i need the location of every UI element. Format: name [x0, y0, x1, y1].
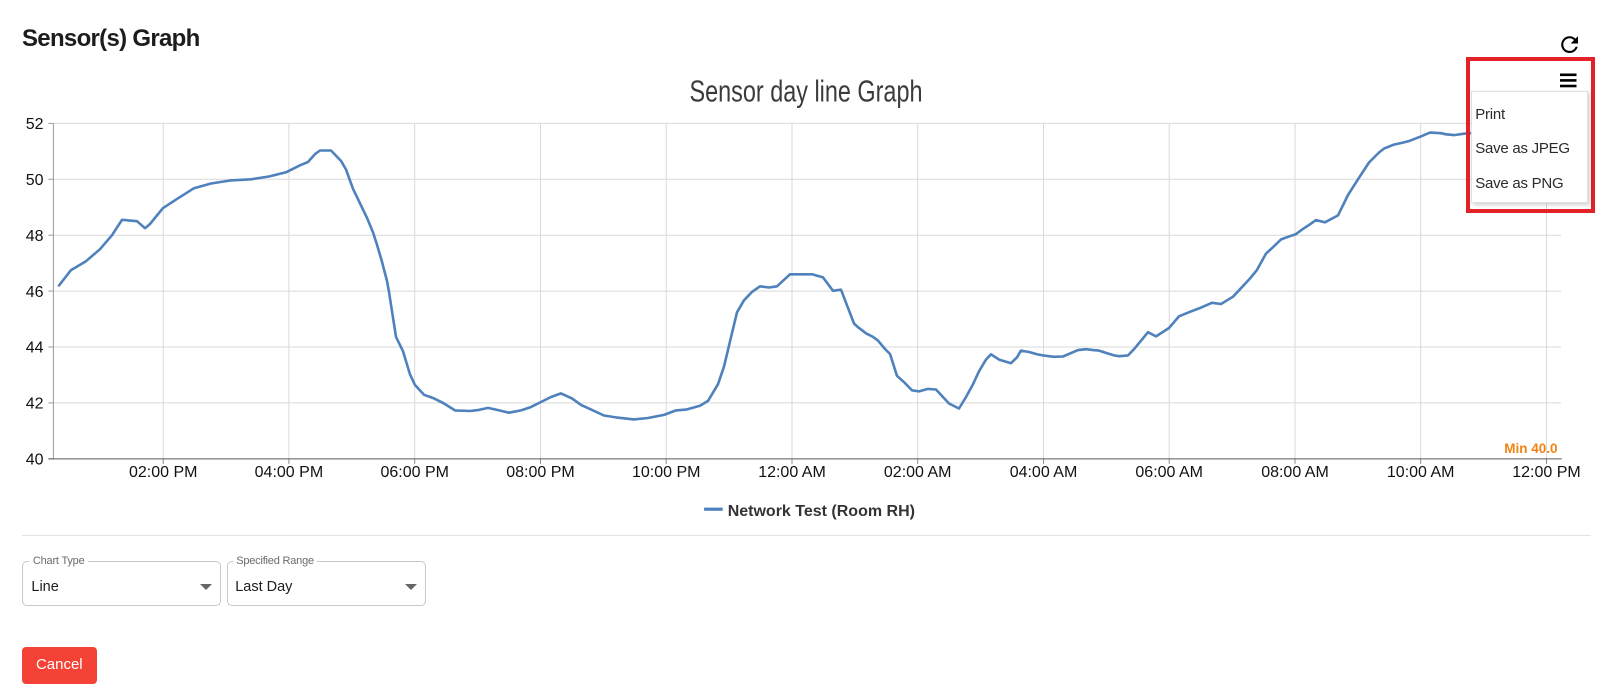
svg-text:08:00 PM: 08:00 PM	[506, 464, 574, 481]
svg-text:10:00 PM: 10:00 PM	[632, 464, 700, 481]
svg-text:52: 52	[26, 116, 44, 133]
svg-text:02:00 PM: 02:00 PM	[129, 464, 197, 481]
svg-text:Min 40.0: Min 40.0	[1504, 441, 1557, 456]
svg-text:04:00 AM: 04:00 AM	[1010, 464, 1078, 481]
svg-text:12:00 AM: 12:00 AM	[758, 464, 826, 481]
svg-text:06:00 AM: 06:00 AM	[1135, 464, 1203, 481]
svg-text:08:00 AM: 08:00 AM	[1261, 464, 1329, 481]
svg-text:48: 48	[26, 228, 44, 245]
svg-text:10:00 AM: 10:00 AM	[1387, 464, 1455, 481]
svg-text:06:00 PM: 06:00 PM	[380, 464, 448, 481]
svg-text:42: 42	[26, 396, 44, 413]
svg-text:Network Test (Room RH): Network Test (Room RH)	[728, 503, 915, 520]
svg-text:50: 50	[26, 172, 44, 189]
svg-text:04:00 PM: 04:00 PM	[255, 464, 323, 481]
svg-text:02:00 AM: 02:00 AM	[884, 464, 952, 481]
svg-text:Sensor day line Graph: Sensor day line Graph	[690, 74, 923, 109]
svg-text:46: 46	[26, 284, 44, 301]
svg-text:44: 44	[26, 340, 44, 357]
svg-text:12:00 PM: 12:00 PM	[1512, 464, 1580, 481]
svg-text:40: 40	[26, 452, 44, 469]
